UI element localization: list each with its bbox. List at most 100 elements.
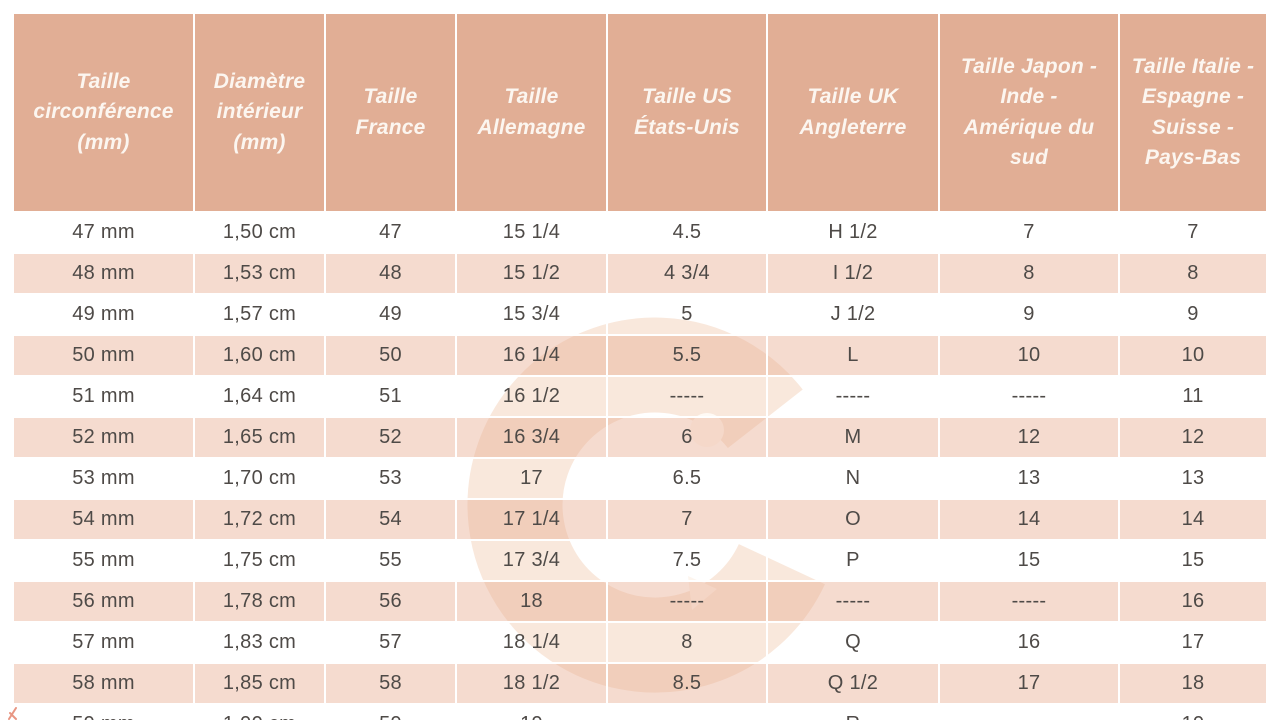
table-cell: 16 bbox=[1120, 582, 1266, 623]
table-cell: 59 bbox=[326, 705, 457, 720]
table-cell: 8.5 bbox=[608, 664, 768, 705]
table-cell: 1,90 cm bbox=[195, 705, 326, 720]
table-cell: 51 mm bbox=[14, 377, 195, 418]
table-cell: 7 bbox=[940, 213, 1120, 254]
table-cell: 15 3/4 bbox=[457, 295, 608, 336]
column-header: Taille Italie - Espagne - Suisse - Pays-… bbox=[1120, 14, 1266, 213]
table-cell: ----- bbox=[608, 705, 768, 720]
table-cell: O bbox=[768, 500, 940, 541]
table-cell: R bbox=[768, 705, 940, 720]
table-row: 49 mm 1,57 cm 49 15 3/4 5 J 1/2 9 9 bbox=[14, 295, 1266, 336]
table-cell: 55 bbox=[326, 541, 457, 582]
table-header: Taille circonférence (mm) Diamètre intéri… bbox=[14, 14, 1266, 213]
table-cell: 49 mm bbox=[14, 295, 195, 336]
table-cell: Q 1/2 bbox=[768, 664, 940, 705]
table-cell: 57 bbox=[326, 623, 457, 664]
column-header: Taille Japon - Inde - Amérique du sud bbox=[940, 14, 1120, 213]
table-cell: 58 mm bbox=[14, 664, 195, 705]
table-cell: ----- bbox=[940, 582, 1120, 623]
table-cell: ----- bbox=[940, 377, 1120, 418]
table-cell: 16 bbox=[940, 623, 1120, 664]
table-cell: 53 bbox=[326, 459, 457, 500]
table-cell: 48 bbox=[326, 254, 457, 295]
table-cell: 1,60 cm bbox=[195, 336, 326, 377]
table-cell: 9 bbox=[1120, 295, 1266, 336]
table-cell: 14 bbox=[940, 500, 1120, 541]
table-cell: 8 bbox=[1120, 254, 1266, 295]
table-cell: I 1/2 bbox=[768, 254, 940, 295]
table-cell: 7 bbox=[608, 500, 768, 541]
column-header: Taille Allemagne bbox=[457, 14, 608, 213]
table-cell: 12 bbox=[1120, 418, 1266, 459]
table-cell: 10 bbox=[940, 336, 1120, 377]
ring-size-table: Taille circonférence (mm) Diamètre intéri… bbox=[14, 14, 1266, 720]
table-cell: 57 mm bbox=[14, 623, 195, 664]
table-cell: L bbox=[768, 336, 940, 377]
table-cell: 16 1/2 bbox=[457, 377, 608, 418]
table-cell: 16 1/4 bbox=[457, 336, 608, 377]
table-cell: 17 bbox=[940, 664, 1120, 705]
table-cell: 19 bbox=[1120, 705, 1266, 720]
table-cell: 9 bbox=[940, 295, 1120, 336]
table-cell: J 1/2 bbox=[768, 295, 940, 336]
table-cell: 53 mm bbox=[14, 459, 195, 500]
table-cell: 51 bbox=[326, 377, 457, 418]
table-cell: 1,75 cm bbox=[195, 541, 326, 582]
table-row: 47 mm 1,50 cm 47 15 1/4 4.5 H 1/2 7 7 bbox=[14, 213, 1266, 254]
table-cell: 52 bbox=[326, 418, 457, 459]
table-row: 53 mm 1,70 cm 53 17 6.5 N 13 13 bbox=[14, 459, 1266, 500]
table-cell: 8 bbox=[608, 623, 768, 664]
table-cell: 1,53 cm bbox=[195, 254, 326, 295]
table-cell: Q bbox=[768, 623, 940, 664]
table-cell: 1,85 cm bbox=[195, 664, 326, 705]
table-cell: 1,78 cm bbox=[195, 582, 326, 623]
header-row: Taille circonférence (mm) Diamètre intéri… bbox=[14, 14, 1266, 213]
table-cell: 58 bbox=[326, 664, 457, 705]
table-row: 57 mm 1,83 cm 57 18 1/4 8 Q 16 17 bbox=[14, 623, 1266, 664]
table-cell: 1,65 cm bbox=[195, 418, 326, 459]
table-cell: 48 mm bbox=[14, 254, 195, 295]
table-cell: 4.5 bbox=[608, 213, 768, 254]
table-cell: N bbox=[768, 459, 940, 500]
table-cell: 18 1/2 bbox=[457, 664, 608, 705]
table-cell: 56 bbox=[326, 582, 457, 623]
table-row: 50 mm 1,60 cm 50 16 1/4 5.5 L 10 10 bbox=[14, 336, 1266, 377]
table-cell: 56 mm bbox=[14, 582, 195, 623]
column-header: Taille US États-Unis bbox=[608, 14, 768, 213]
table-cell: 17 bbox=[457, 459, 608, 500]
table-row: 58 mm 1,85 cm 58 18 1/2 8.5 Q 1/2 17 18 bbox=[14, 664, 1266, 705]
table-cell: 52 mm bbox=[14, 418, 195, 459]
table-cell: 5 bbox=[608, 295, 768, 336]
table-cell: 14 bbox=[1120, 500, 1266, 541]
table-cell: 15 bbox=[1120, 541, 1266, 582]
table-cell: 13 bbox=[1120, 459, 1266, 500]
table-cell: 1,72 cm bbox=[195, 500, 326, 541]
table-cell: 50 bbox=[326, 336, 457, 377]
table-cell: 4 3/4 bbox=[608, 254, 768, 295]
table-cell: 7 bbox=[1120, 213, 1266, 254]
table-cell: 6 bbox=[608, 418, 768, 459]
table-cell: 5.5 bbox=[608, 336, 768, 377]
table-cell: 59 mm bbox=[14, 705, 195, 720]
table-cell: 54 mm bbox=[14, 500, 195, 541]
table-cell: 19 bbox=[457, 705, 608, 720]
table-cell: M bbox=[768, 418, 940, 459]
table-cell: 1,83 cm bbox=[195, 623, 326, 664]
table-cell: 12 bbox=[940, 418, 1120, 459]
table-cell: 18 bbox=[1120, 664, 1266, 705]
table-row: 48 mm 1,53 cm 48 15 1/2 4 3/4 I 1/2 8 8 bbox=[14, 254, 1266, 295]
table-row: 52 mm 1,65 cm 52 16 3/4 6 M 12 12 bbox=[14, 418, 1266, 459]
table-cell: 17 bbox=[1120, 623, 1266, 664]
table-cell: 1,70 cm bbox=[195, 459, 326, 500]
table-cell: 55 mm bbox=[14, 541, 195, 582]
table-cell: 50 mm bbox=[14, 336, 195, 377]
table-cell: 1,50 cm bbox=[195, 213, 326, 254]
table-cell: 1,64 cm bbox=[195, 377, 326, 418]
table-row: 54 mm 1,72 cm 54 17 1/4 7 O 14 14 bbox=[14, 500, 1266, 541]
table-cell: 15 1/2 bbox=[457, 254, 608, 295]
table-cell: H 1/2 bbox=[768, 213, 940, 254]
table-row: 51 mm 1,64 cm 51 16 1/2 ----- ----- ----- 11 bbox=[14, 377, 1266, 418]
column-header: Diamètre intérieur (mm) bbox=[195, 14, 326, 213]
table-cell: P bbox=[768, 541, 940, 582]
